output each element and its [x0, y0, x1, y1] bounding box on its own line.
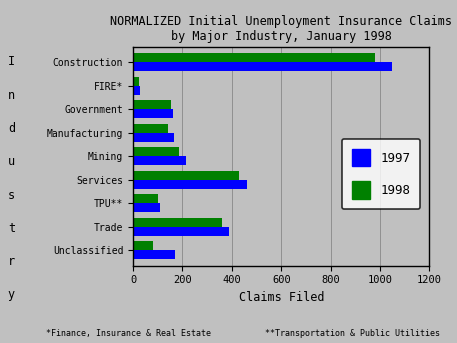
Text: **Transportation & Public Utilities: **Transportation & Public Utilities — [265, 329, 440, 338]
Bar — [133, 250, 175, 259]
Text: I: I — [8, 55, 15, 68]
Text: d: d — [8, 122, 15, 135]
Bar — [133, 86, 140, 95]
Bar — [133, 218, 222, 227]
Bar — [133, 171, 239, 180]
X-axis label: Claims Filed: Claims Filed — [239, 291, 324, 304]
Bar — [133, 77, 139, 86]
Title: NORMALIZED Initial Unemployment Insurance Claims
by Major Industry, January 1998: NORMALIZED Initial Unemployment Insuranc… — [110, 15, 452, 43]
Text: t: t — [8, 222, 15, 235]
Bar — [133, 133, 174, 142]
Bar — [133, 180, 247, 189]
Text: *Finance, Insurance & Real Estate: *Finance, Insurance & Real Estate — [46, 329, 211, 338]
Bar — [133, 100, 171, 109]
Bar — [133, 124, 168, 133]
Text: n: n — [8, 88, 15, 102]
Bar — [133, 53, 375, 62]
Text: r: r — [8, 255, 15, 268]
Legend: 1997, 1998: 1997, 1998 — [341, 139, 420, 209]
Text: s: s — [8, 189, 15, 202]
Bar — [133, 62, 393, 71]
Text: y: y — [8, 288, 15, 301]
Bar — [133, 241, 153, 250]
Bar — [133, 203, 160, 212]
Bar — [133, 109, 173, 118]
Bar — [133, 227, 229, 236]
Bar — [133, 147, 179, 156]
Text: u: u — [8, 155, 15, 168]
Bar — [133, 194, 158, 203]
Bar — [133, 156, 186, 165]
